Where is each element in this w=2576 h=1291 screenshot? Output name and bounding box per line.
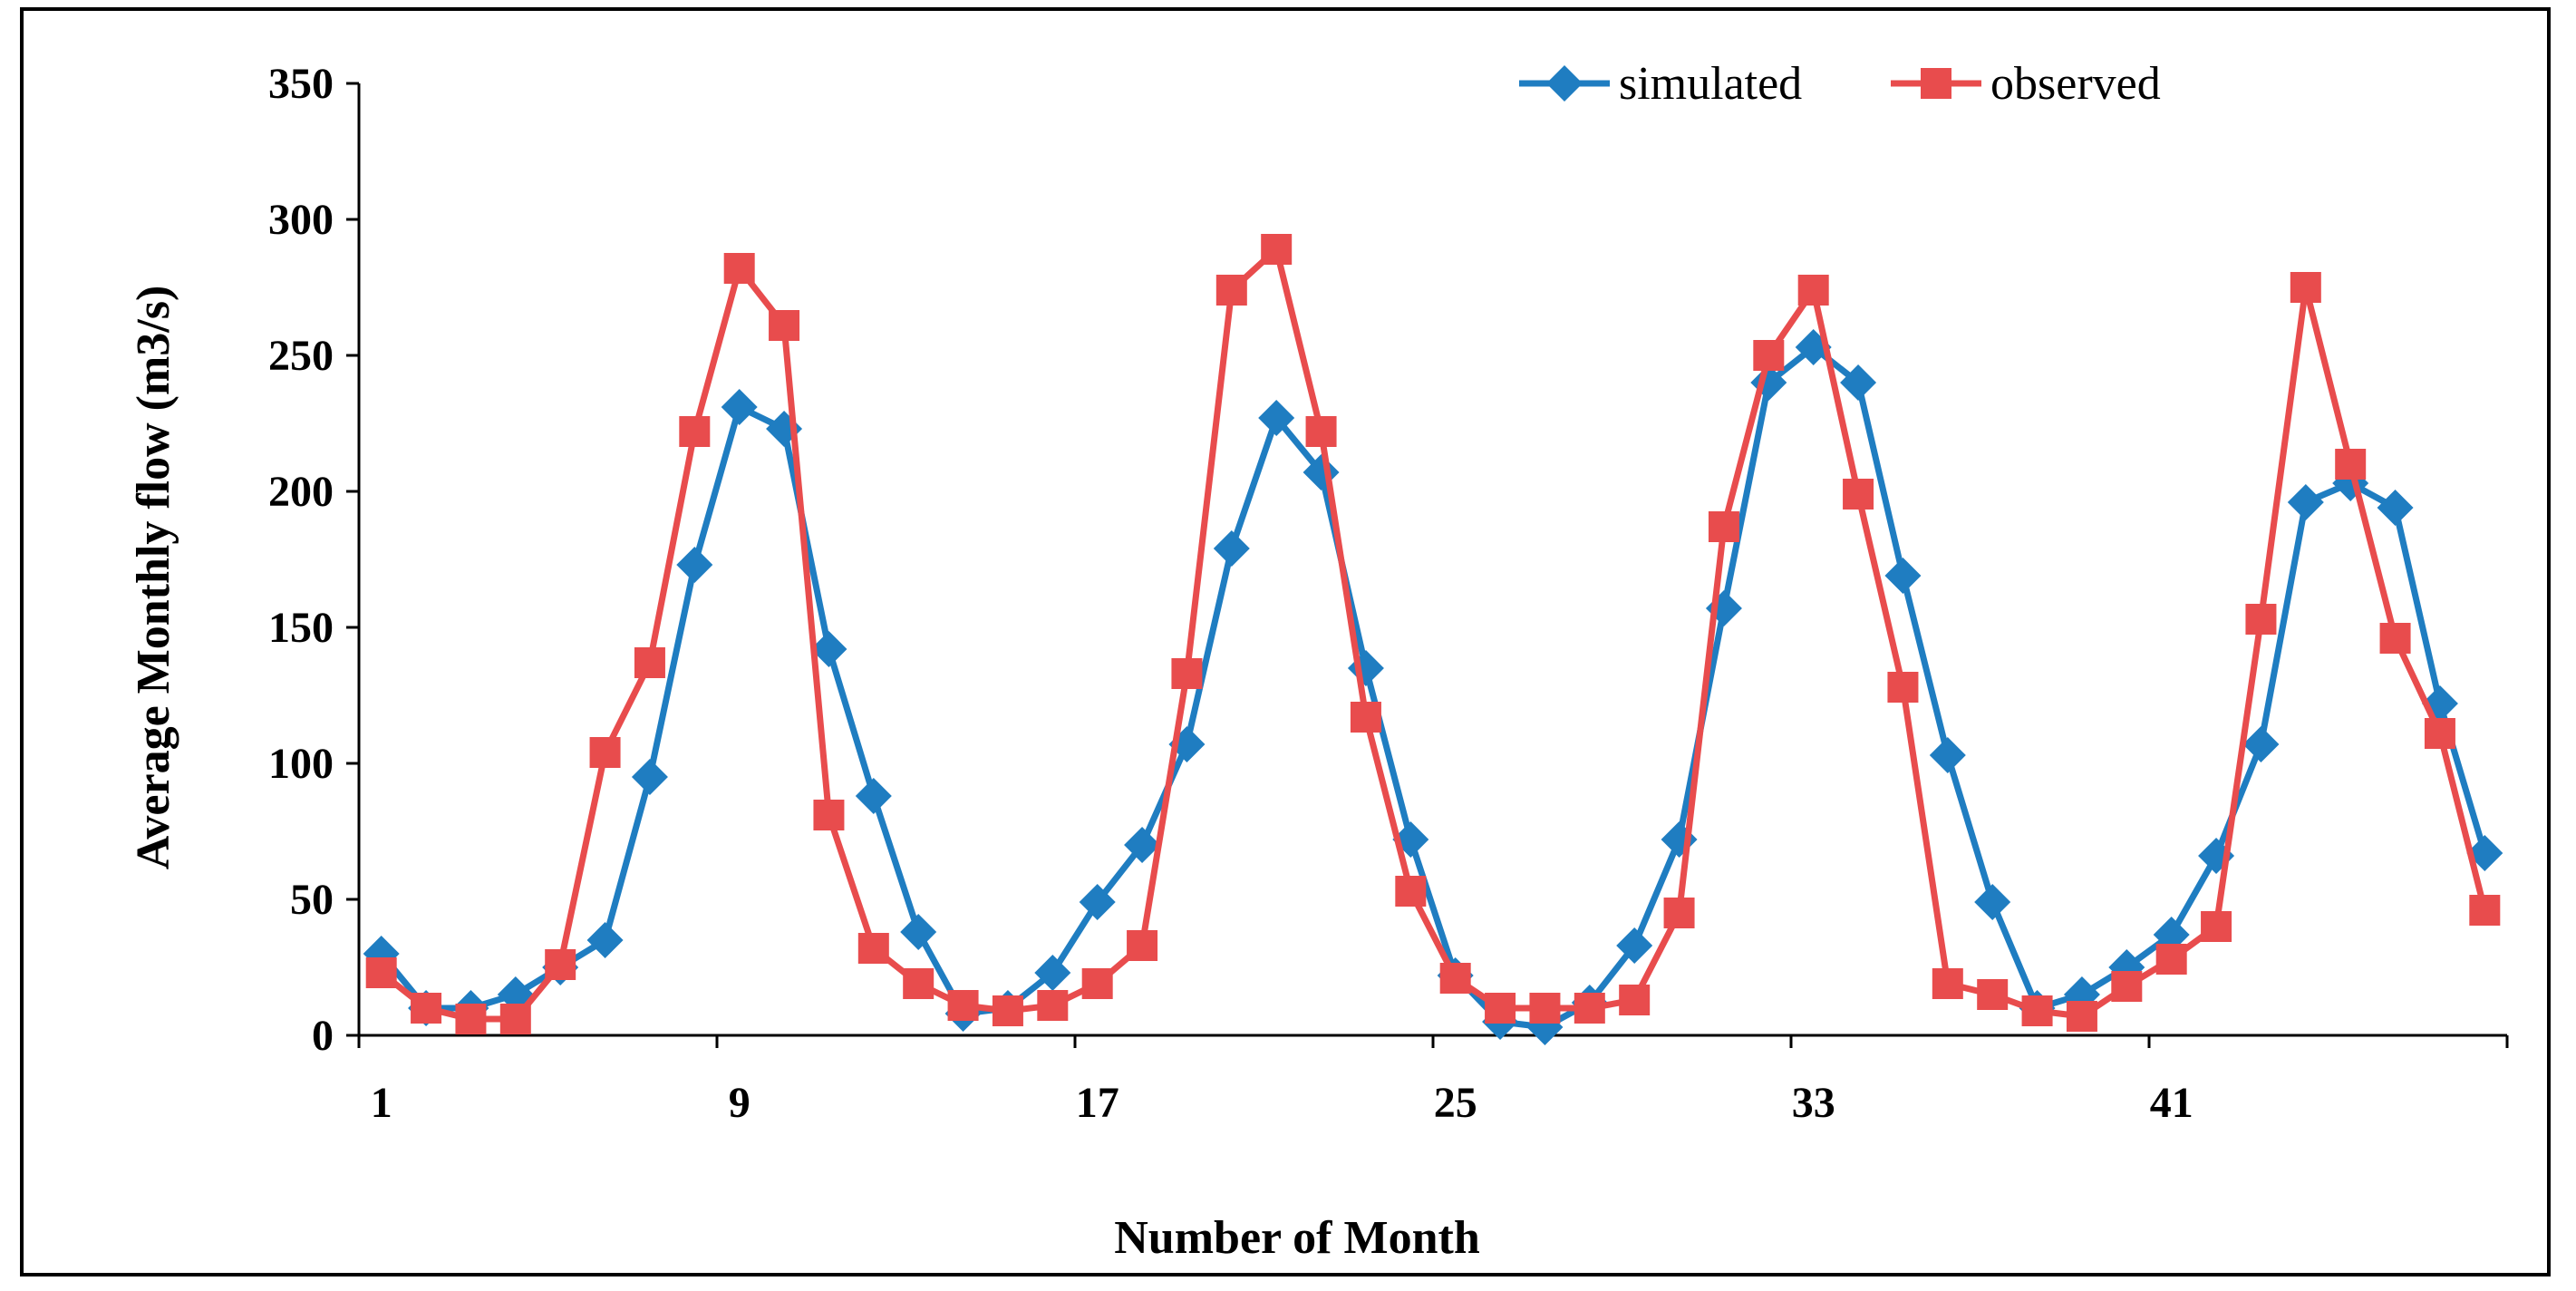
point-simulated (2377, 490, 2414, 526)
legend-item-observed: observed (1891, 58, 2161, 110)
point-observed (2379, 623, 2411, 654)
point-observed (2066, 1001, 2097, 1032)
point-observed (2111, 971, 2143, 1002)
legend: simulated observed (1519, 58, 2161, 110)
point-observed (992, 995, 1023, 1026)
point-observed (1439, 963, 1471, 994)
x-tick-label: 9 (729, 1079, 751, 1127)
y-tick-label: 200 (268, 468, 334, 516)
y-tick-label: 100 (268, 740, 334, 788)
point-observed (1932, 968, 1963, 999)
point-simulated (1929, 737, 1966, 773)
point-observed (499, 1004, 531, 1034)
point-observed (2155, 944, 2187, 975)
point-observed (365, 957, 397, 988)
point-observed (1395, 876, 1427, 907)
point-simulated (1034, 955, 1071, 991)
y-tick-label: 150 (268, 604, 334, 652)
point-observed (1305, 416, 1337, 447)
line-chart: 0 50 100 150 200 250 300 350 1 9 17 25 33 41 simulate… (128, 58, 2509, 1264)
x-tick-label: 33 (1792, 1079, 1835, 1127)
point-simulated (721, 389, 758, 425)
point-observed (1127, 930, 1158, 961)
point-observed (1037, 990, 1069, 1021)
point-observed (1485, 993, 1516, 1024)
point-simulated (1213, 530, 1250, 567)
point-observed (947, 990, 979, 1021)
y-tick-label: 250 (268, 332, 334, 380)
x-tick-label: 25 (1434, 1079, 1477, 1127)
point-observed (723, 253, 755, 284)
point-observed (1171, 658, 1203, 689)
point-simulated (855, 778, 892, 814)
point-simulated (1884, 558, 1922, 594)
x-axis-title: Number of Month (1114, 1212, 1480, 1264)
point-observed (1081, 968, 1113, 999)
point-simulated (676, 547, 713, 583)
point-simulated (586, 922, 624, 958)
point-observed (1797, 275, 1829, 306)
point-observed (1708, 511, 1739, 542)
point-observed (2424, 718, 2455, 749)
point-observed (2290, 272, 2321, 303)
point-simulated (1616, 927, 1653, 964)
x-tick-label: 17 (1076, 1079, 1119, 1127)
series-observed (365, 234, 2501, 1034)
point-observed (1215, 275, 1247, 306)
point-observed (1529, 993, 1561, 1024)
y-tick-label: 0 (312, 1012, 334, 1060)
axes: 0 50 100 150 200 250 300 350 1 9 17 25 33 41 (268, 60, 2509, 1127)
legend-label: simulated (1619, 58, 1802, 110)
point-observed (1574, 993, 1605, 1024)
point-simulated (810, 631, 847, 667)
point-simulated (631, 759, 668, 795)
point-observed (1663, 898, 1695, 928)
point-observed (2335, 449, 2367, 480)
series-layer (363, 234, 2503, 1045)
y-axis-title: Average Monthly flow (m3/s) (128, 286, 179, 870)
point-observed (411, 993, 442, 1024)
y-tick-label: 350 (268, 60, 334, 108)
point-simulated (900, 914, 937, 950)
point-simulated (1258, 400, 1295, 436)
point-observed (679, 416, 711, 447)
point-observed (589, 737, 621, 768)
chart-frame: 0 50 100 150 200 250 300 350 1 9 17 25 33 41 simulate… (20, 7, 2551, 1276)
point-simulated (2287, 484, 2324, 520)
point-observed (1843, 479, 1874, 510)
point-observed (455, 1004, 487, 1034)
y-tick-label: 50 (290, 876, 334, 924)
y-tick-label: 300 (268, 196, 334, 244)
point-observed (2245, 604, 2277, 635)
point-simulated (1079, 884, 1116, 920)
legend-marker (1921, 68, 1951, 99)
point-observed (903, 968, 935, 999)
point-simulated (1840, 364, 1877, 401)
legend-label: observed (1990, 58, 2161, 110)
point-observed (857, 933, 889, 964)
point-observed (1619, 985, 1651, 1015)
point-simulated (2242, 726, 2280, 762)
point-observed (2469, 895, 2501, 926)
legend-marker (1546, 65, 1583, 102)
point-observed (634, 647, 665, 678)
legend-item-simulated: simulated (1519, 58, 1802, 110)
point-observed (1753, 340, 1785, 371)
point-observed (1350, 702, 1381, 733)
point-observed (2201, 911, 2232, 942)
point-observed (1887, 672, 1919, 703)
point-observed (1977, 979, 2009, 1010)
x-tick-label: 41 (2150, 1079, 2193, 1127)
point-observed (545, 949, 576, 980)
x-tick-label: 1 (371, 1079, 392, 1127)
point-observed (1261, 234, 1293, 265)
point-observed (769, 310, 800, 341)
point-simulated (1974, 884, 2011, 920)
point-observed (2021, 995, 2053, 1026)
point-simulated (1124, 827, 1161, 863)
point-observed (813, 800, 845, 830)
